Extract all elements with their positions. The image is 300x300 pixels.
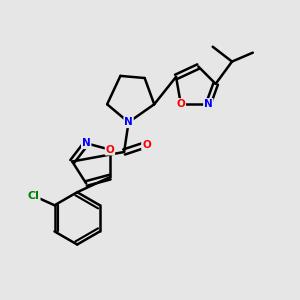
Text: Cl: Cl — [28, 191, 40, 201]
Text: N: N — [124, 117, 133, 127]
Text: N: N — [204, 99, 213, 109]
Text: N: N — [82, 138, 91, 148]
Text: O: O — [106, 145, 114, 154]
Text: O: O — [142, 140, 151, 150]
Text: O: O — [176, 99, 185, 109]
